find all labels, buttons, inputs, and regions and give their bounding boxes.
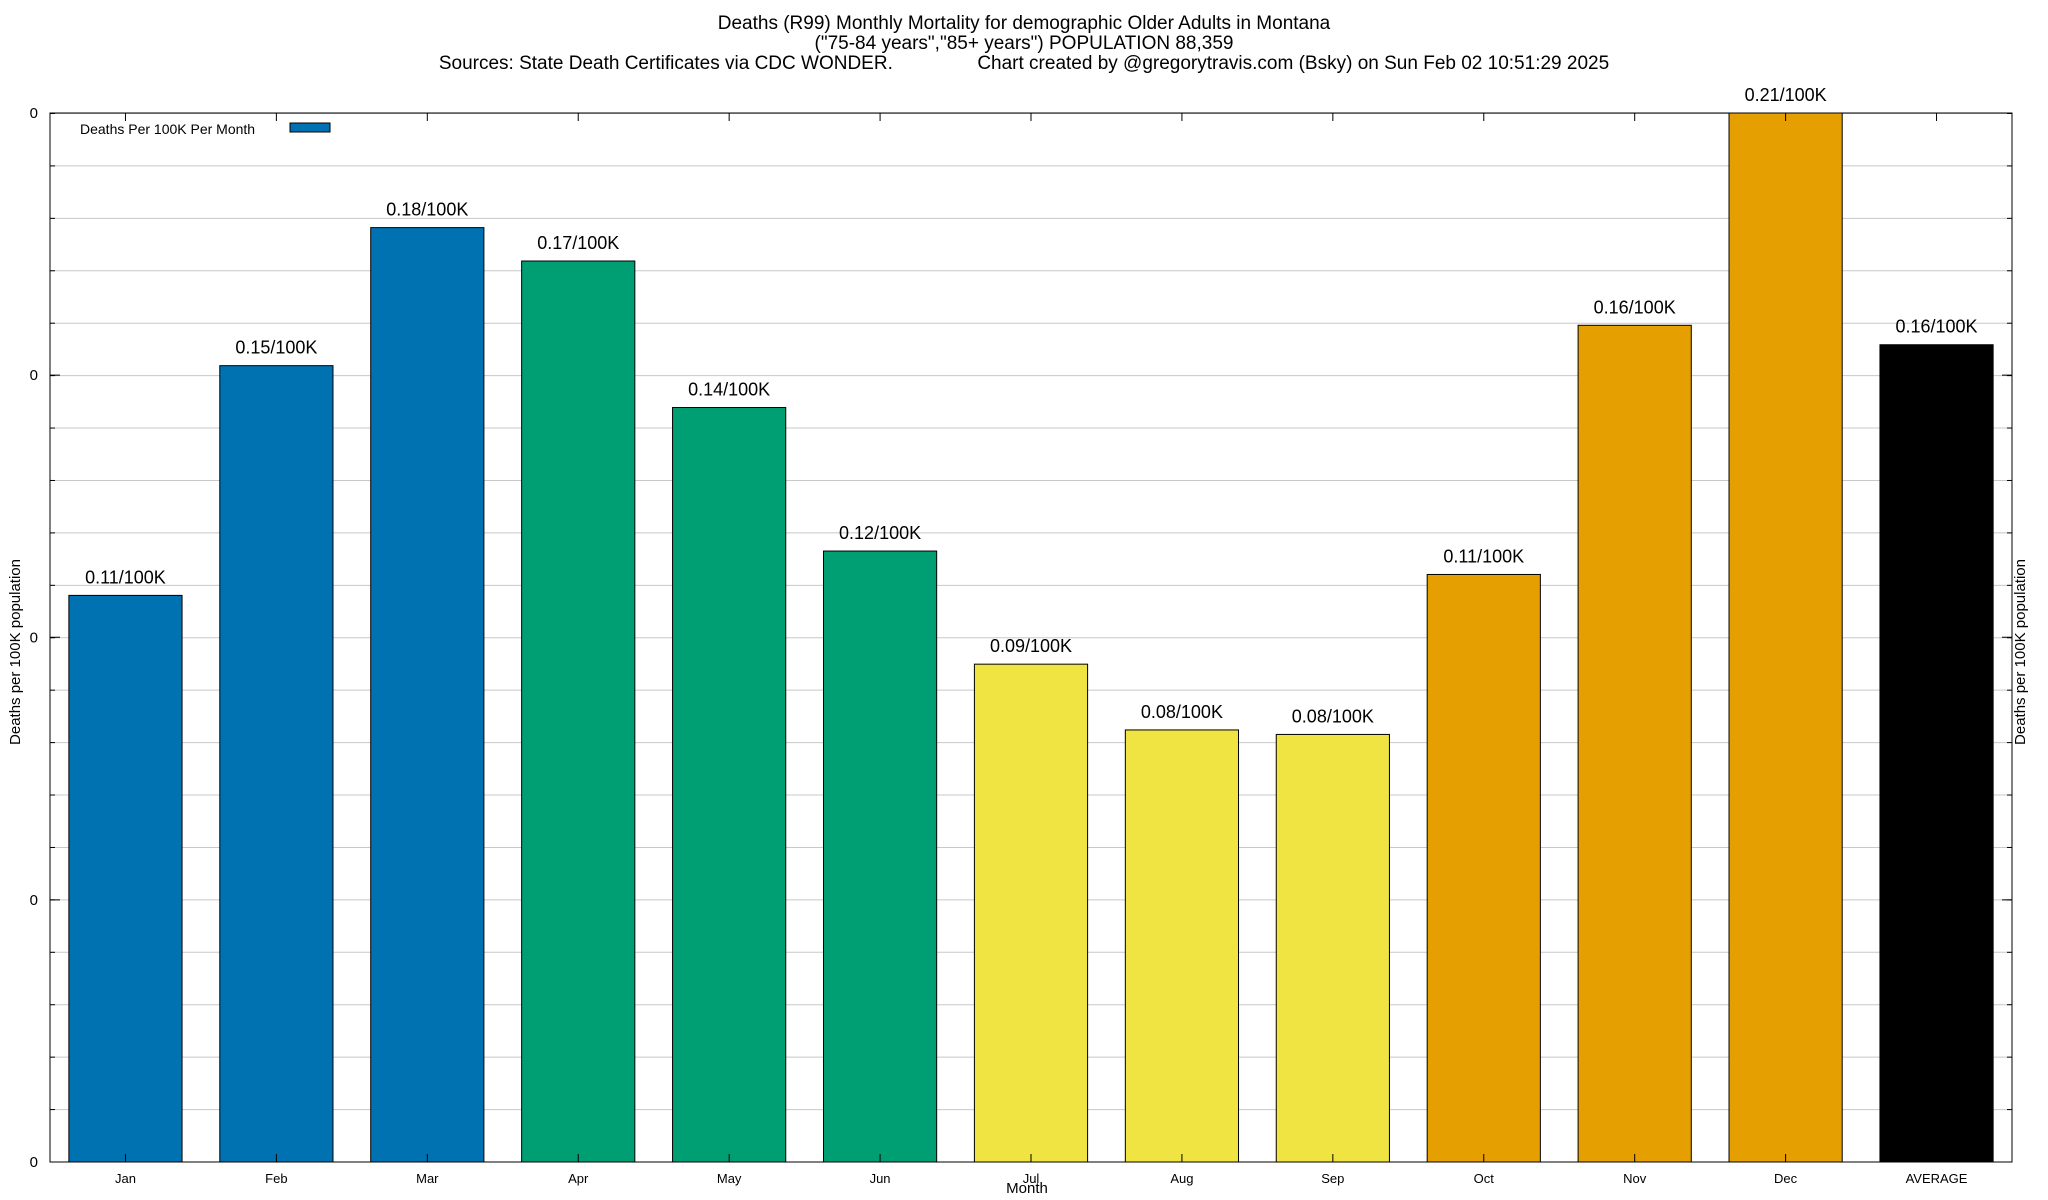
x-tick-label-may: May <box>717 1171 742 1186</box>
data-label-average: 0.16/100K <box>1895 317 1977 337</box>
legend-swatch <box>289 122 331 133</box>
bar-jan <box>68 594 183 1163</box>
x-tick-label-jan: Jan <box>115 1171 136 1186</box>
data-label-sep: 0.08/100K <box>1292 706 1374 726</box>
y2-axis-title: Deaths per 100K population <box>2012 559 2029 745</box>
bar-jun <box>822 550 938 1163</box>
data-label-may: 0.14/100K <box>688 380 770 400</box>
x-axis-title: Month <box>1006 1180 1048 1197</box>
y-tick-label: 0 <box>30 105 38 122</box>
data-labels: 0.11/100K 0.15/100K 0.18/100K 0.17/100K 0.14… <box>85 85 1977 726</box>
x-tick-label-average: AVERAGE <box>1906 1171 1968 1186</box>
y-axis-title: Deaths per 100K population <box>7 559 24 745</box>
legend: Deaths Per 100K Per Month <box>80 121 331 137</box>
bar-may <box>672 407 787 1163</box>
axes: 0 0 0 0 0 Jan Feb Mar Apr May Jun Jul Aug Sep Oct Nov De… <box>30 105 2013 1186</box>
data-label-dec: 0.21/100K <box>1745 85 1827 105</box>
chart-title: Deaths (R99) Monthly Mortality for demog… <box>717 13 1331 34</box>
x-tick-label-apr: Apr <box>568 1171 589 1186</box>
bar-mar <box>370 227 485 1163</box>
data-label-apr: 0.17/100K <box>537 233 619 253</box>
bar-oct <box>1426 573 1541 1163</box>
data-label-jun: 0.12/100K <box>839 523 921 543</box>
bars <box>68 112 1994 1163</box>
data-label-oct: 0.11/100K <box>1443 546 1524 566</box>
data-label-nov: 0.16/100K <box>1594 297 1676 317</box>
x-tick-label-sep: Sep <box>1321 1171 1344 1186</box>
x-tick-label-jul: Jul <box>1023 1171 1040 1186</box>
bar-dec <box>1728 112 1843 1163</box>
bar-sep <box>1275 733 1390 1163</box>
x-tick-label-dec: Dec <box>1774 1171 1798 1186</box>
legend-label: Deaths Per 100K Per Month <box>80 121 255 137</box>
data-label-aug: 0.08/100K <box>1141 702 1223 722</box>
data-label-jan: 0.11/100K <box>85 567 166 587</box>
x-tick-label-nov: Nov <box>1623 1171 1647 1186</box>
chart-subtitle: ("75-84 years","85+ years") POPULATION 8… <box>814 33 1234 54</box>
bar-jul <box>973 663 1089 1163</box>
data-label-mar: 0.18/100K <box>386 200 468 220</box>
data-label-feb: 0.15/100K <box>235 338 317 358</box>
x-tick-label-aug: Aug <box>1170 1171 1193 1186</box>
bar-nov <box>1577 324 1692 1163</box>
x-tick-label-oct: Oct <box>1474 1171 1495 1186</box>
x-tick-label-feb: Feb <box>265 1171 287 1186</box>
y-tick-label: 0 <box>30 367 38 384</box>
y-tick-label: 0 <box>30 892 38 909</box>
bar-feb <box>219 365 334 1163</box>
y-tick-label: 0 <box>30 1154 38 1171</box>
chart-source-line: Sources: State Death Certificates via CD… <box>438 53 1610 74</box>
y-tick-label: 0 <box>30 629 38 646</box>
x-tick-label-jun: Jun <box>870 1171 891 1186</box>
bar-average <box>1879 344 1994 1163</box>
bar-apr <box>521 260 636 1163</box>
x-tick-label-mar: Mar <box>416 1171 439 1186</box>
bar-aug <box>1124 729 1240 1163</box>
data-label-jul: 0.09/100K <box>990 636 1072 656</box>
